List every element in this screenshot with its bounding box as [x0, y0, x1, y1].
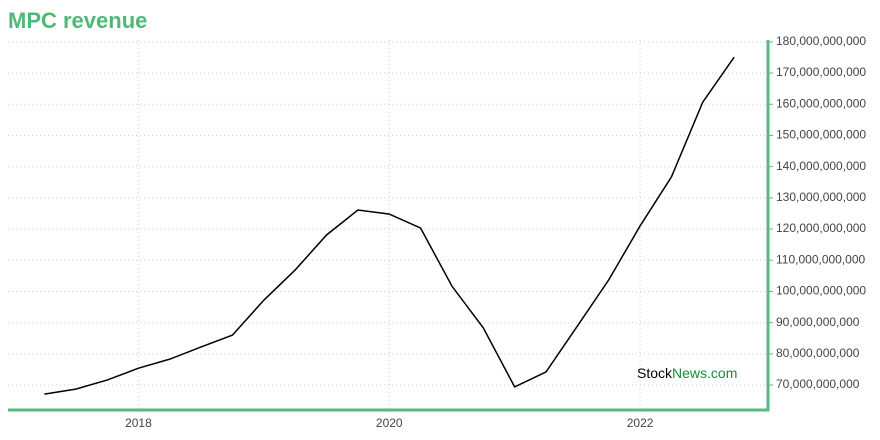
y-tick-label: 130,000,000,000	[776, 190, 866, 204]
y-tick-label: 120,000,000,000	[776, 221, 866, 235]
chart-title: MPC revenue	[8, 8, 147, 33]
watermark-part: Stock	[637, 365, 673, 381]
x-tick-label: 2018	[125, 416, 152, 430]
y-tick-label: 160,000,000,000	[776, 96, 866, 110]
x-tick-label: 2020	[376, 416, 403, 430]
y-tick-label: 90,000,000,000	[776, 315, 860, 329]
watermark-part: News.com	[672, 365, 737, 381]
line-series	[44, 56, 735, 395]
watermark: StockNews.com	[637, 365, 737, 381]
y-tick-label: 140,000,000,000	[776, 159, 866, 173]
x-tick-label: 2022	[627, 416, 654, 430]
y-tick-label: 100,000,000,000	[776, 284, 866, 298]
y-tick-label: 170,000,000,000	[776, 65, 866, 79]
y-tick-label: 80,000,000,000	[776, 346, 860, 360]
y-tick-label: 110,000,000,000	[776, 252, 866, 266]
y-tick-label: 70,000,000,000	[776, 377, 860, 391]
y-tick-label: 150,000,000,000	[776, 128, 866, 142]
y-tick-label: 180,000,000,000	[776, 34, 866, 48]
